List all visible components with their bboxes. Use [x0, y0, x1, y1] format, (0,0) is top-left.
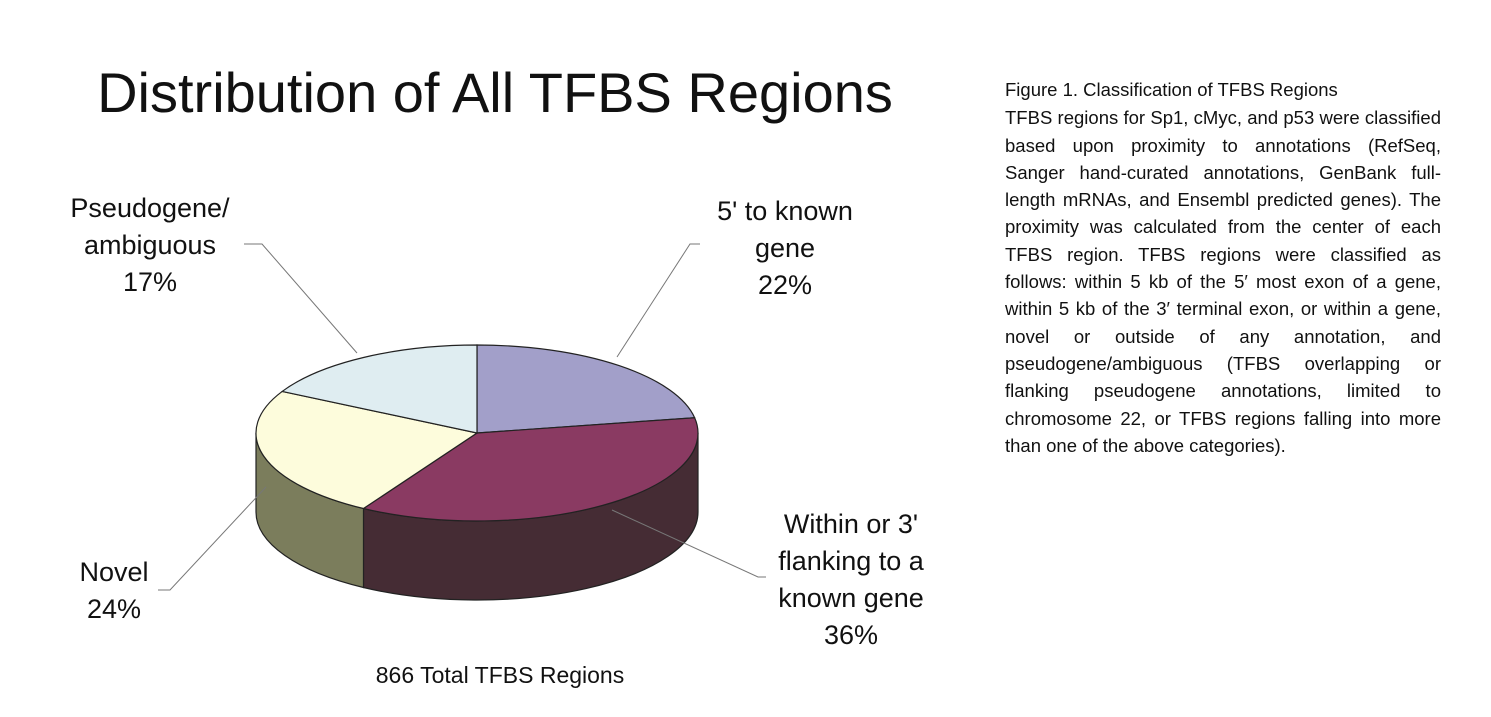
leader-line-5-to-known: [616, 243, 700, 358]
slice-label-pseudogene-line-2: ambiguous: [84, 230, 216, 260]
slice-label-within-or-3-line-4: 36%: [824, 620, 878, 650]
caption-body: TFBS regions for Sp1, cMyc, and p53 were…: [1005, 107, 1441, 456]
chart-title: Distribution of All TFBS Regions: [97, 61, 893, 124]
pie-slice-within-or-3: [361, 417, 699, 522]
pie-chart: 5' to known gene 22% Within or 3' flanking t…: [70, 193, 924, 650]
slice-label-pseudogene-line-3: 17%: [123, 267, 177, 297]
slice-label-5-to-known-line-3: 22%: [758, 270, 812, 300]
slice-label-within-or-3-line-2: flanking to a: [778, 546, 925, 576]
slice-labels: 5' to known gene 22% Within or 3' flanking t…: [70, 193, 924, 650]
slice-label-5-to-known-line-1: 5' to known: [717, 196, 853, 226]
chart-footer: 866 Total TFBS Regions: [375, 662, 625, 688]
slice-label-within-or-3-line-1: Within or 3': [784, 509, 918, 539]
leader-line-pseudogene: [244, 243, 358, 354]
pie-slice-pseudogene: [280, 344, 478, 434]
leader-line-novel: [158, 486, 267, 591]
slice-label-novel-line-2: 24%: [87, 594, 141, 624]
pie-slice-5-to-known: [476, 344, 696, 434]
leader-lines: [158, 243, 766, 591]
pie-slice-novel: [255, 390, 479, 510]
slice-label-within-or-3-line-3: known gene: [778, 583, 924, 613]
pie-top-faces: [255, 344, 699, 522]
slice-label-novel-line-1: Novel: [79, 557, 148, 587]
figure-caption: Figure 1. Classification of TFBS Regions…: [1005, 76, 1441, 459]
leader-line-within-or-3: [611, 509, 766, 578]
slice-label-pseudogene-line-1: Pseudogene/: [70, 193, 230, 223]
slice-label-5-to-known-line-2: gene: [755, 233, 815, 263]
caption-title: Figure 1. Classification of TFBS Regions: [1005, 79, 1338, 100]
